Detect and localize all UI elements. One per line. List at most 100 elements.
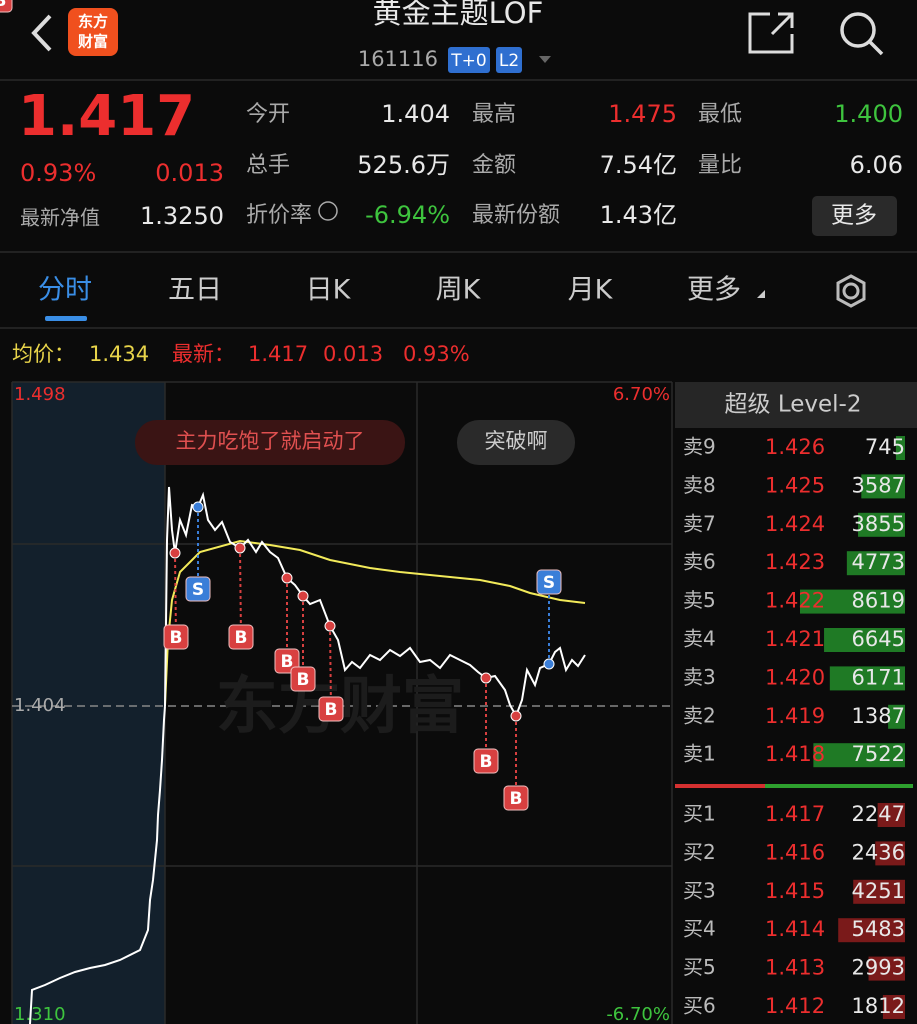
trade-dot — [480, 672, 492, 684]
trade-link — [174, 552, 177, 638]
trade-badge-text: B — [170, 628, 183, 648]
stat-value: 1.404 — [381, 100, 450, 128]
tab[interactable]: 更多 — [687, 275, 741, 306]
badge-text: T+0 — [450, 51, 486, 71]
last-change: 0.013 — [323, 342, 383, 366]
trade-badge-text: B — [480, 752, 493, 772]
y-bottom-label: 1.310 — [14, 1004, 66, 1024]
divider-green — [765, 784, 913, 788]
comment-bubble[interactable] — [457, 420, 575, 465]
level-price: 1.422 — [765, 589, 825, 613]
level-volume: 6171 — [852, 665, 905, 689]
trade-badge — [318, 696, 344, 722]
level-price: 1.418 — [765, 742, 825, 766]
level-price: 1.416 — [765, 840, 825, 864]
nav: 1.3250 — [140, 202, 224, 230]
volume-bar — [853, 879, 905, 904]
search-button[interactable] — [840, 12, 884, 56]
badge — [448, 47, 490, 73]
tab[interactable]: 五日 — [168, 275, 222, 306]
info-icon[interactable] — [318, 201, 338, 221]
level-label: 买6 — [683, 994, 716, 1018]
title: 黄金主题LOF — [373, 0, 544, 30]
stat-label: 最低 — [698, 102, 742, 127]
stat-value: -6.94% — [365, 201, 450, 229]
comment-text[interactable]: 突破啊 — [485, 429, 548, 453]
average-price-line — [164, 539, 586, 706]
level-price: 1.415 — [765, 879, 825, 903]
level-label: 卖5 — [683, 588, 716, 612]
comment-bubble[interactable] — [135, 420, 405, 465]
level-price: 1.424 — [765, 512, 825, 536]
level2-header — [675, 382, 917, 428]
y-mid-label: 1.404 — [14, 695, 66, 716]
level-label: 卖2 — [683, 703, 716, 727]
trade-dot — [169, 547, 181, 559]
price: 1.417 — [18, 84, 195, 149]
stat-value: 6.06 — [850, 151, 903, 179]
trade-badge-text: B — [235, 628, 248, 648]
trade-badge-text: S — [543, 573, 555, 593]
stat-value: 1.400 — [834, 100, 903, 128]
tab[interactable]: 月K — [568, 275, 614, 306]
volume-bar — [882, 995, 905, 1019]
change-pct: 0.93% — [20, 159, 96, 187]
trade-dot — [543, 658, 555, 670]
level-price: 1.417 — [765, 802, 825, 826]
trade-badge — [473, 748, 499, 774]
dropdown[interactable] — [539, 56, 551, 63]
more-button[interactable] — [812, 196, 897, 236]
avg: 1.434 — [89, 342, 149, 366]
trade-badge-text: S — [192, 580, 204, 600]
volume-bar — [829, 666, 905, 691]
avg-label: 均价： — [12, 342, 75, 366]
y-top-label: 1.498 — [14, 384, 66, 405]
volume-bar — [858, 512, 905, 537]
trade-dot — [234, 542, 246, 554]
tab-indicator — [45, 316, 87, 321]
stat-label: 今开 — [246, 102, 290, 127]
share-button[interactable] — [748, 12, 794, 54]
stat-label: 金额 — [472, 153, 516, 178]
level-volume: 3587 — [852, 473, 905, 497]
price-line — [164, 486, 586, 719]
level-volume: 4773 — [852, 550, 905, 574]
level-label: 卖8 — [683, 473, 716, 497]
stat-label: 最新份额 — [472, 203, 560, 228]
tab[interactable]: 周K — [436, 275, 482, 306]
settings-button[interactable] — [836, 274, 866, 308]
trade-badge — [536, 569, 562, 595]
comment-text[interactable]: 主力吃饱了就启动了 — [176, 429, 365, 453]
more-button-text[interactable]: 更多 — [831, 203, 877, 229]
trade-dot — [510, 710, 522, 722]
tab[interactable]: 日K — [306, 275, 352, 306]
level-volume: 7522 — [852, 742, 905, 766]
trade-dot — [324, 620, 336, 632]
level-label: 卖7 — [683, 511, 716, 535]
trade-link — [329, 625, 332, 710]
stat-value: 7.54亿 — [600, 151, 677, 179]
level-volume: 5483 — [852, 917, 905, 941]
trade-badge — [185, 576, 211, 602]
level-volume: 6645 — [852, 627, 905, 651]
logo-text: 东方 — [78, 13, 108, 31]
tab[interactable]: 分时 — [38, 275, 92, 306]
level-volume: 3855 — [852, 512, 905, 536]
trade-badge-text: B — [281, 652, 294, 672]
level-price: 1.412 — [765, 994, 825, 1018]
trade-badge-text: B — [297, 670, 310, 690]
level-price: 1.421 — [765, 627, 825, 651]
level-volume: 2436 — [852, 840, 905, 864]
trade-dot — [281, 572, 293, 584]
badge — [496, 47, 522, 73]
level-volume: 4251 — [852, 879, 905, 903]
trade-badge — [228, 624, 254, 650]
volume-bar — [875, 841, 905, 866]
back-button[interactable] — [31, 14, 52, 52]
trade-badge — [503, 785, 529, 811]
volume-bar — [800, 589, 905, 614]
volume-bar — [824, 628, 905, 652]
level-label: 卖9 — [683, 435, 716, 459]
pct-top-label: 6.70% — [613, 384, 670, 405]
change: 0.013 — [155, 159, 224, 187]
